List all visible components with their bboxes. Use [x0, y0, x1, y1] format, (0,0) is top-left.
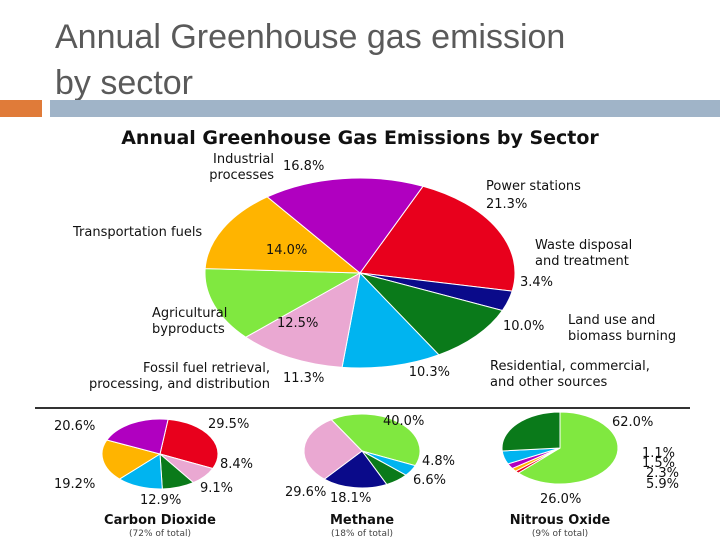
main-label-industrial-processes-line-2: processes	[209, 168, 274, 183]
main-value-agricultural-byproducts: 12.5%	[277, 316, 318, 331]
pie3-value-5: 5.9%	[646, 477, 679, 492]
pie1-subtitle: (72% of total)	[129, 529, 191, 539]
pie1-value-5: 19.2%	[54, 477, 95, 492]
main-label-agricultural-byproducts-line-2: byproducts	[152, 322, 225, 337]
emissions-chart: Annual Greenhouse Gas Emissions by Secto…	[0, 118, 720, 540]
pie3-slice-6	[502, 412, 560, 451]
pie2-subtitle: (18% of total)	[331, 529, 393, 539]
pie3-subtitle: (9% of total)	[532, 529, 588, 539]
slide-title: Annual Greenhouse gas emission by sector	[55, 14, 565, 106]
main-value-residential-commercial-and-other-sources: 10.3%	[409, 365, 450, 380]
main-value-fossil-fuel-retrieval-processing-and-distribution: 11.3%	[283, 371, 324, 386]
pie2-value-5: 29.6%	[285, 485, 326, 500]
pie2-value-2: 4.8%	[422, 454, 455, 469]
pie1-value-3: 9.1%	[200, 481, 233, 496]
pie2-value-4: 18.1%	[330, 491, 371, 506]
main-value-industrial-processes: 16.8%	[283, 159, 324, 174]
title-rule-accent	[0, 100, 42, 117]
pie2-title: Methane	[330, 513, 394, 528]
main-label-power-stations-line-1: Power stations	[486, 179, 581, 194]
main-label-waste-disposal-and-treatment-line-2: and treatment	[535, 254, 629, 269]
pie1-value-4: 12.9%	[140, 493, 181, 508]
main-label-fossil-fuel-retrieval-processing-and-distribution-line-2: processing, and distribution	[89, 377, 270, 392]
main-label-transportation-fuels-line-1: Transportation fuels	[72, 225, 202, 240]
pie1-value-1: 29.5%	[208, 417, 249, 432]
pie3-title: Nitrous Oxide	[510, 513, 611, 528]
pie1-value-2: 8.4%	[220, 457, 253, 472]
title-rule-bar	[50, 100, 720, 117]
pie3-value-6: 26.0%	[540, 492, 581, 507]
pie1-value-6: 20.6%	[54, 419, 95, 434]
nitrous-oxide-pie	[502, 412, 618, 484]
main-value-transportation-fuels: 14.0%	[266, 243, 307, 258]
pie2-value-3: 6.6%	[413, 473, 446, 488]
main-label-land-use-and-biomass-burning-line-2: biomass burning	[568, 329, 676, 344]
pie2-value-1: 40.0%	[383, 414, 424, 429]
slide-title-line-1: Annual Greenhouse gas emission	[55, 14, 565, 60]
main-label-agricultural-byproducts-line-1: Agricultural	[152, 306, 227, 321]
pie1-title: Carbon Dioxide	[104, 513, 216, 528]
pie3-value-1: 62.0%	[612, 415, 653, 430]
main-label-fossil-fuel-retrieval-processing-and-distribution-line-1: Fossil fuel retrieval,	[143, 361, 270, 376]
main-label-waste-disposal-and-treatment-line-1: Waste disposal	[535, 238, 632, 253]
main-label-land-use-and-biomass-burning-line-1: Land use and	[568, 313, 655, 328]
main-value-power-stations: 21.3%	[486, 197, 527, 212]
main-label-residential-commercial-and-other-sources-line-1: Residential, commercial,	[490, 359, 650, 374]
main-chart-title: Annual Greenhouse Gas Emissions by Secto…	[121, 127, 599, 149]
carbon-dioxide-pie	[102, 419, 218, 489]
main-label-industrial-processes-line-1: Industrial	[213, 152, 274, 167]
main-label-residential-commercial-and-other-sources-line-2: and other sources	[490, 375, 608, 390]
main-value-waste-disposal-and-treatment: 3.4%	[520, 275, 553, 290]
main-value-land-use-and-biomass-burning: 10.0%	[503, 319, 544, 334]
main-pie	[205, 178, 515, 368]
